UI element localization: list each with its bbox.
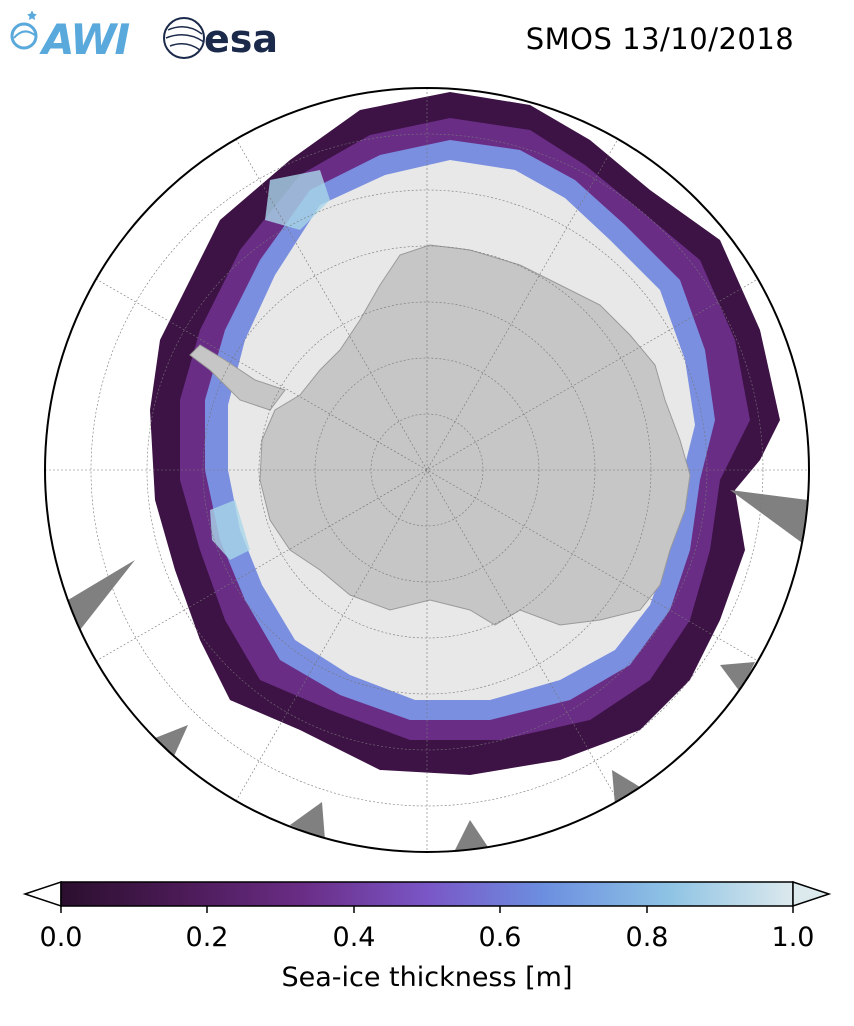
data-gap-wedge (730, 490, 808, 545)
colorbar-label: Sea-ice thickness [m] (281, 962, 573, 993)
graticule (45, 88, 809, 852)
data-gap-wedge (455, 820, 490, 850)
colorbar-gradient (60, 881, 794, 907)
colorbar-tick-label: 0.6 (478, 922, 522, 953)
awi-logo-text: AWI (39, 15, 130, 64)
sea-ice-light-blue-patch (265, 170, 330, 230)
colorbar-tick-label: 0.8 (625, 922, 669, 953)
sea-ice-map (44, 87, 810, 853)
logo-strip: AWI esa (10, 10, 278, 64)
colorbar-extend-max (792, 880, 832, 908)
colorbar-ticks (60, 906, 794, 913)
data-gap-wedge (150, 725, 188, 765)
esa-logo: esa (163, 17, 278, 61)
awi-logo: AWI (10, 10, 132, 64)
colorbar (22, 880, 832, 913)
data-gap-wedge (720, 662, 755, 692)
sea-ice-light-blue-patch (210, 500, 250, 560)
colorbar-tick-label: 0.4 (332, 922, 376, 953)
map-boundary (44, 87, 810, 853)
map-title: SMOS 13/10/2018 (525, 22, 795, 56)
esa-logo-text: esa (204, 17, 278, 61)
data-gap-wedge (68, 560, 135, 630)
antarctic-peninsula (189, 344, 286, 411)
colorbar-tick-label: 0.2 (185, 922, 229, 953)
data-gap-wedge (290, 802, 325, 840)
colorbar-tick-label: 0.0 (39, 922, 83, 953)
colorbar-extend-min (22, 880, 62, 908)
colorbar-tick-label: 1.0 (771, 922, 815, 953)
data-gap-wedge (612, 770, 645, 805)
